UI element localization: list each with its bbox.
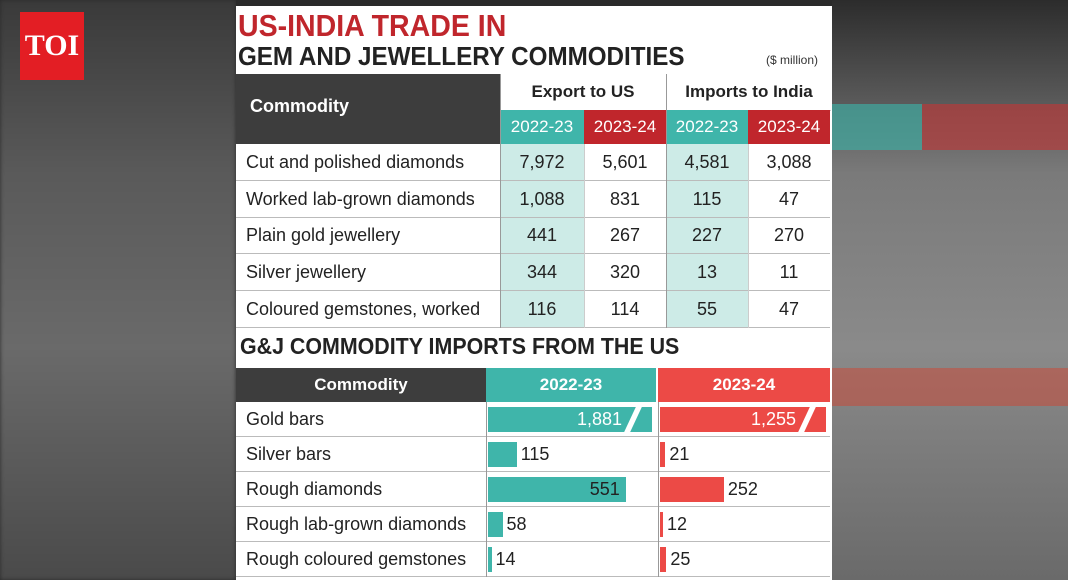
infographic-panel: US-INDIA TRADE IN GEM AND JEWELLERY COMM… [236, 0, 832, 580]
table-cell: 7,972 [500, 144, 584, 181]
table-cell: 115 [666, 180, 748, 218]
year-header-2: 2023-24 [584, 110, 666, 144]
title-line-2: GEM AND JEWELLERY COMMODITIES [238, 41, 685, 71]
top-bar [236, 0, 832, 6]
title-line-1: US-INDIA TRADE IN [238, 8, 507, 43]
bar-value-label: 551 [589, 479, 620, 499]
bar-column-divider [658, 402, 659, 577]
bar-value-label: 1,881 [576, 409, 622, 429]
commodity-header [236, 74, 500, 144]
series-header-2022-23: 2022-23 [486, 368, 656, 402]
bar-row-divider [236, 506, 830, 507]
table-cell: 116 [500, 291, 584, 328]
table-cell: 831 [584, 180, 666, 218]
bar-value-label: 115 [520, 444, 550, 464]
table-cell: 3,088 [748, 144, 830, 181]
table-cell: 441 [500, 217, 584, 255]
section-title-imports: G&J COMMODITY IMPORTS FROM THE US [240, 333, 680, 359]
year-header-3: 2022-23 [666, 110, 748, 144]
bar-2023-24-0 [660, 407, 826, 432]
table-cell: 13 [666, 254, 748, 292]
bar-row-label: Silver bars [246, 444, 332, 464]
bar-2023-24-1 [660, 442, 666, 467]
table-cell: 114 [584, 291, 666, 328]
unit-label: ($ million) [766, 53, 819, 67]
table-cell: 267 [584, 217, 666, 255]
column-divider [500, 74, 501, 328]
bar-value-label: 252 [727, 479, 758, 499]
table-cell: 11 [748, 254, 830, 292]
table-cell: 320 [584, 254, 666, 292]
table-row-label: Silver jewellery [246, 262, 367, 283]
bar-row-divider [236, 436, 830, 437]
table-cell: 227 [666, 217, 748, 255]
bar-value-label: 25 [670, 549, 691, 569]
export-to-us-header: Export to US [500, 74, 666, 111]
row-divider [236, 290, 830, 292]
year-header-4: 2023-24 [748, 110, 830, 144]
column-divider [666, 74, 667, 328]
bar-row-label: Rough diamonds [246, 479, 383, 499]
table-row-label: Worked lab-grown diamonds [246, 188, 475, 209]
column-divider [584, 144, 585, 328]
bar-row-label: Rough coloured gemstones [246, 549, 467, 569]
table-cell: 4,581 [666, 144, 748, 181]
bar-2022-23-1 [488, 442, 517, 467]
table-row-label: Plain gold jewellery [246, 225, 401, 246]
imports-to-india-header: Imports to India [666, 74, 831, 111]
column-divider [748, 144, 749, 328]
bar-value-label: 21 [669, 444, 690, 464]
bar-2023-24-2 [660, 477, 724, 502]
bar-row-divider [236, 471, 830, 472]
bar-2023-24-3 [660, 512, 664, 537]
row-divider [236, 216, 830, 218]
commodity-header-label: Commodity [250, 96, 349, 116]
table-cell: 1,088 [500, 180, 584, 218]
bar-2022-23-2 [488, 477, 626, 502]
bar-value-label: 14 [495, 549, 516, 569]
bar-row-divider [236, 541, 830, 542]
bar-value-label: 12 [667, 514, 688, 534]
bar-value-label: 58 [506, 514, 527, 534]
table-cell: 47 [748, 291, 830, 328]
toi-logo: TOI [20, 12, 84, 80]
year-header-1: 2022-23 [500, 110, 584, 144]
table-cell: 5,601 [584, 144, 666, 181]
background-right [832, 0, 1068, 580]
table-cell: 270 [748, 217, 830, 255]
table-cell: 55 [666, 291, 748, 328]
table-row-label: Coloured gemstones, worked [246, 299, 481, 320]
bar-value-label: 1,255 [750, 409, 796, 429]
bar-row-label: Gold bars [246, 409, 325, 429]
bar-column-divider [486, 402, 487, 577]
bar-2022-23-4 [488, 547, 492, 572]
series-header-2023-24: 2023-24 [658, 368, 830, 402]
bar-row-divider [236, 576, 830, 577]
row-divider [236, 327, 830, 328]
bar-commodity-header: Commodity [236, 368, 486, 402]
table-cell: 344 [500, 254, 584, 292]
row-divider [236, 179, 830, 181]
row-divider [236, 253, 830, 255]
table-cell: 47 [748, 180, 830, 218]
bar-2022-23-3 [488, 512, 503, 537]
table-row-label: Cut and polished diamonds [246, 151, 465, 172]
background-left [0, 0, 236, 580]
bar-2023-24-4 [660, 547, 667, 572]
bar-row-label: Rough lab-grown diamonds [246, 514, 467, 534]
